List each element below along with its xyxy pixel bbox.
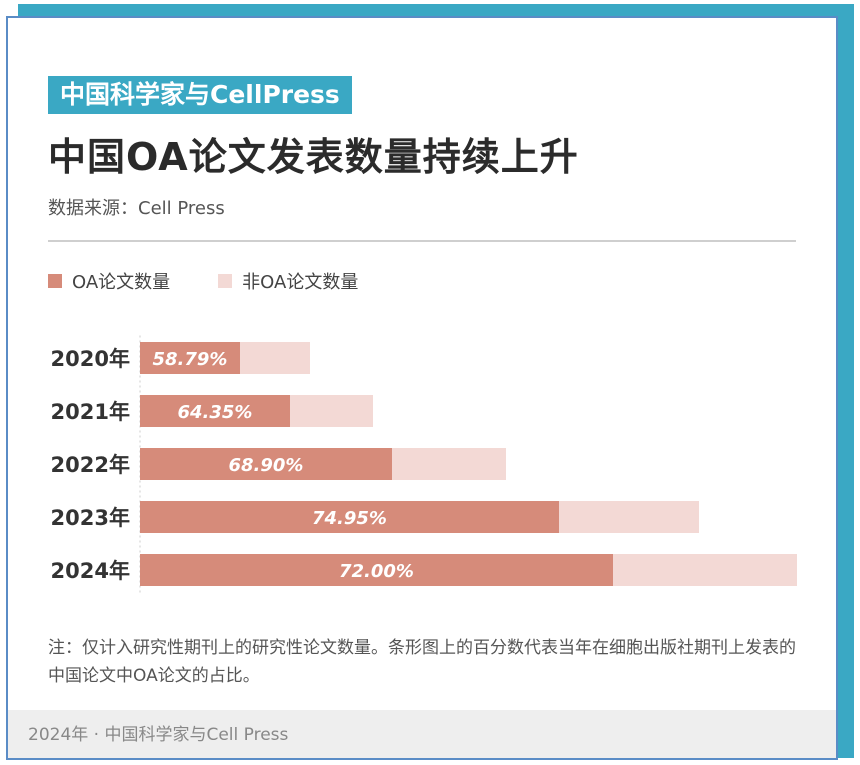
data-label: 72.00%	[339, 561, 414, 582]
category-label: 2022年	[51, 453, 130, 477]
page-title: 中国OA论文发表数量持续上升	[48, 135, 579, 179]
category-label: 2021年	[51, 400, 130, 424]
footer: 2024年 · 中国科学家与Cell Press	[8, 710, 836, 758]
divider	[48, 240, 796, 242]
brand-tag: 中国科学家与CellPress	[48, 76, 352, 114]
bar-non-oa-1	[290, 395, 373, 427]
data-source: 数据来源：Cell Press	[48, 198, 225, 219]
bar-oa-4	[140, 554, 613, 586]
legend-item-oa: OA论文数量	[48, 268, 170, 294]
data-label: 58.79%	[153, 349, 228, 370]
legend-swatch-oa	[48, 274, 62, 288]
bar-oa-2	[140, 448, 392, 480]
bar-oa-1	[140, 395, 290, 427]
infographic-card: 中国科学家与CellPress 中国OA论文发表数量持续上升 数据来源：Cell…	[6, 16, 838, 760]
chart-note: 注：仅计入研究性期刊上的研究性论文数量。条形图上的百分数代表当年在细胞出版社期刊…	[48, 638, 796, 686]
category-label: 2024年	[51, 559, 130, 583]
data-label: 74.95%	[312, 508, 387, 529]
bar-non-oa-3	[559, 501, 699, 533]
legend-item-non-oa: 非OA论文数量	[218, 268, 358, 294]
bar-oa-0	[140, 342, 240, 374]
bar-chart: 2020年 58.79% 2021年 64.35% 2022年 68.90% 2023年 74…	[51, 335, 797, 593]
bar-non-oa-4	[613, 554, 797, 586]
bar-non-oa-0	[240, 342, 310, 374]
category-label: 2020年	[51, 347, 130, 371]
bar-oa-3	[140, 501, 559, 533]
data-label: 64.35%	[178, 402, 253, 423]
data-label: 68.90%	[229, 455, 304, 476]
legend-swatch-non-oa	[218, 274, 233, 288]
bar-non-oa-2	[392, 448, 506, 480]
legend-label-non-oa: 非OA论文数量	[242, 272, 359, 293]
category-label: 2023年	[51, 506, 130, 530]
chart-legend: OA论文数量 非OA论文数量	[48, 268, 406, 294]
legend-label-oa: OA论文数量	[72, 272, 171, 293]
